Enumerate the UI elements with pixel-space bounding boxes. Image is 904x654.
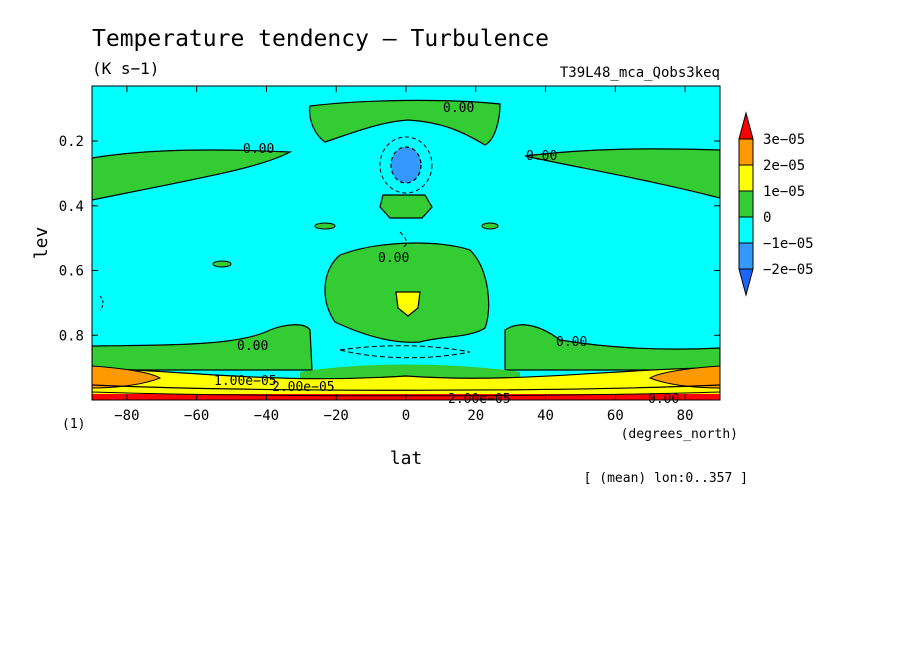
contour-label: 0.00 — [443, 101, 474, 116]
colorbar-label: −1e−05 — [763, 236, 814, 252]
contour-label: 2.00e−05 — [272, 380, 335, 395]
min-center-outer — [379, 136, 433, 194]
y-tick-label: 0.8 — [59, 328, 84, 344]
x-tick-label: −40 — [254, 408, 279, 424]
contour-labels: 0.00 0.00 0.00 0.00 0.00 0.00 0.00 1.00e… — [214, 101, 679, 407]
x-tick-label: 40 — [537, 408, 554, 424]
x-tick-label: 60 — [607, 408, 624, 424]
lower-left-bank — [92, 324, 313, 371]
patch-3 — [212, 260, 232, 268]
footnote: [ (mean) lon:0..357 ] — [584, 471, 748, 486]
y-tick-label: 0.2 — [59, 134, 84, 150]
dashed-line-3 — [99, 295, 104, 311]
panel-id: (1) — [62, 417, 85, 432]
x-tick-label: 0 — [402, 408, 410, 424]
y-tick-label: 0.6 — [59, 264, 84, 280]
colorbar-segment — [738, 190, 754, 218]
surface-contour-1 — [92, 384, 720, 391]
x-tick-label: −60 — [184, 408, 209, 424]
contour-label: 0.00 — [378, 251, 409, 266]
y-tick-label: 0.4 — [59, 199, 84, 215]
units-label: (K s−1) — [92, 59, 159, 78]
contour-label: 0.00 — [243, 142, 274, 157]
small-blob — [379, 194, 433, 219]
surface-yellow — [92, 367, 720, 400]
contour-label: 0.00 — [556, 335, 587, 350]
contour-label: 0.00 — [237, 339, 268, 354]
y-axis-label: lev — [31, 227, 52, 260]
colorbar-segment — [738, 164, 754, 192]
colorbar-segment — [738, 138, 754, 166]
x-tick-label: 80 — [677, 408, 694, 424]
dashed-line-1 — [339, 345, 471, 359]
x-tick-label: 20 — [467, 408, 484, 424]
colorbar-label: 2e−05 — [763, 158, 805, 174]
patch-1 — [314, 222, 336, 230]
contour-label: 1.00e−05 — [214, 374, 277, 389]
surface-orange-left — [92, 365, 162, 389]
colorbar-label: 0 — [763, 210, 771, 226]
dashed-line-2 — [399, 231, 407, 249]
x-axis-label: lat — [390, 448, 423, 469]
band-right-upper — [524, 148, 720, 199]
x-units: (degrees_north) — [621, 427, 738, 442]
colorbar-segment — [738, 242, 754, 270]
contour-label: 0.00 — [526, 149, 557, 164]
colorbar-label: −2e−05 — [763, 262, 814, 278]
x-tick-label: −80 — [114, 408, 139, 424]
experiment-label: T39L48_mca_Qobs3keq — [560, 65, 720, 81]
band-left-upper — [92, 149, 293, 201]
min-center — [390, 146, 422, 184]
x-tick-label: −20 — [324, 408, 349, 424]
contour-field — [92, 86, 720, 400]
colorbar-top-arrow — [738, 111, 754, 140]
surface-orange-right — [648, 365, 720, 389]
x-axis: −80 −60 −40 −20 0 20 40 60 80 — [114, 86, 694, 424]
max-center — [395, 291, 421, 317]
colorbar-label: 3e−05 — [763, 132, 805, 148]
surface-contour-2 — [92, 391, 720, 397]
patch-2 — [481, 222, 499, 230]
colorbar: 3e−05 2e−05 1e−05 0 −1e−05 −2e−05 — [738, 111, 814, 297]
colorbar-label: 1e−05 — [763, 184, 805, 200]
lower-right-bank — [504, 324, 720, 371]
band-top-center — [309, 99, 501, 146]
y-axis: 0.2 0.4 0.6 0.8 — [59, 134, 720, 344]
chart-title: Temperature tendency — Turbulence — [92, 26, 549, 52]
colorbar-segment — [738, 216, 754, 244]
colorbar-bottom-arrow — [738, 268, 754, 297]
